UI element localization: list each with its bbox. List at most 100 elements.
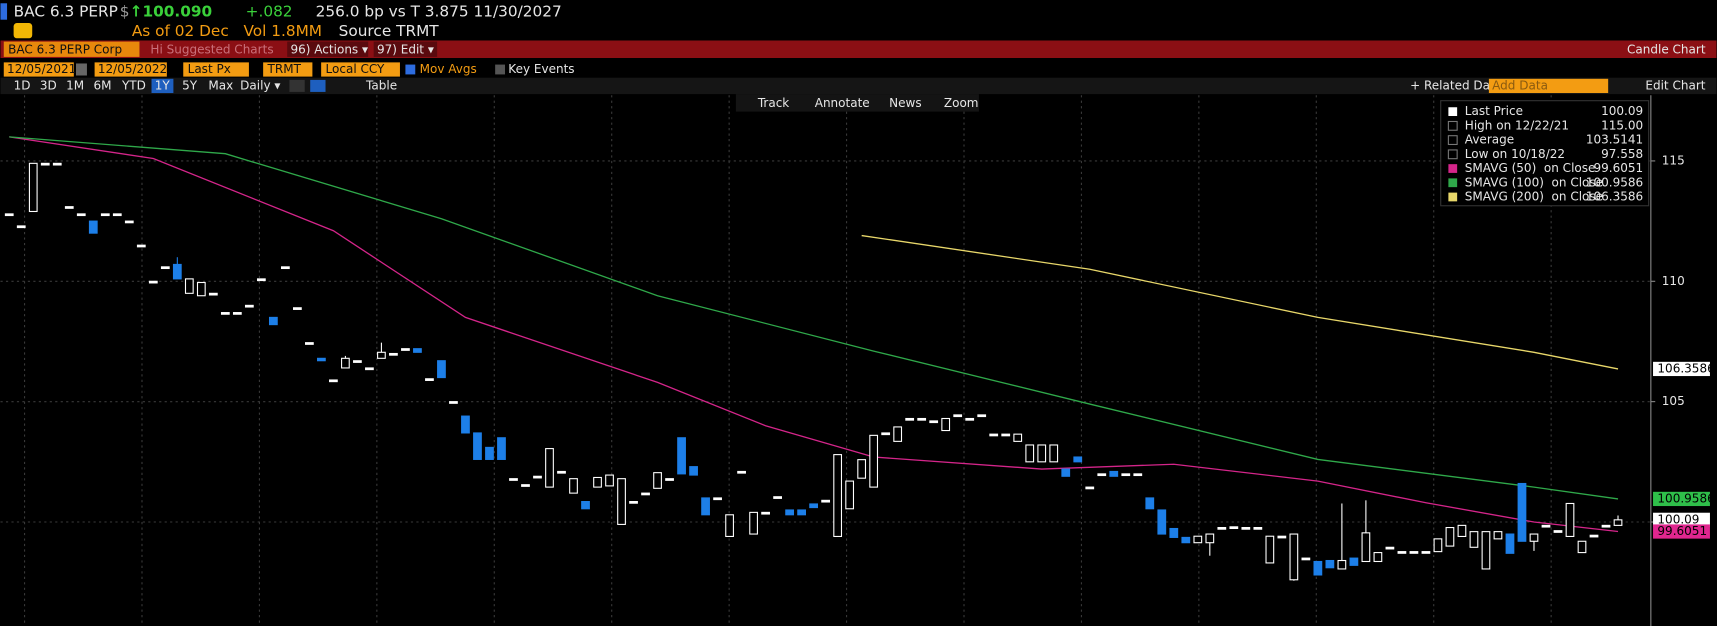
security-box[interactable] bbox=[3, 41, 140, 57]
tool-icon[interactable] bbox=[289, 79, 305, 92]
candle-body bbox=[1505, 533, 1515, 554]
change: +.082 bbox=[246, 3, 293, 21]
period[interactable]: 6M bbox=[94, 78, 112, 92]
start-date[interactable]: 12/05/2021 bbox=[7, 62, 76, 76]
legend-value: 106.3586 bbox=[1586, 189, 1643, 203]
legend-value: 115.00 bbox=[1601, 118, 1643, 132]
candle-body bbox=[701, 497, 710, 516]
chart-tool[interactable]: Track bbox=[757, 96, 789, 110]
field-box[interactable] bbox=[183, 62, 249, 77]
candle-body bbox=[497, 437, 506, 460]
candle-body bbox=[124, 220, 134, 224]
candle-body bbox=[1265, 535, 1275, 564]
candle-body bbox=[1109, 470, 1119, 477]
field-box[interactable] bbox=[263, 62, 313, 77]
candle-body bbox=[401, 348, 410, 351]
candle-body bbox=[1073, 456, 1083, 463]
icon[interactable] bbox=[13, 22, 33, 39]
candle-body bbox=[1385, 546, 1395, 550]
legend-label: Last Price bbox=[1465, 104, 1523, 118]
candle-body bbox=[1229, 526, 1239, 530]
candle-body bbox=[1097, 473, 1107, 477]
candle-body bbox=[485, 446, 494, 460]
currency-field[interactable]: Local CCY bbox=[326, 62, 386, 76]
candle-body bbox=[425, 378, 434, 381]
y-tick-label: 115 bbox=[1662, 153, 1685, 167]
legend-value: 99.6051 bbox=[1593, 161, 1643, 175]
candle-body bbox=[437, 360, 446, 379]
source-field[interactable]: TRMT bbox=[267, 62, 302, 76]
period[interactable]: 1Y bbox=[155, 78, 171, 92]
candle-body bbox=[1205, 533, 1215, 544]
field-box[interactable] bbox=[321, 62, 400, 77]
candle-body bbox=[533, 475, 542, 479]
legend-value: 100.9586 bbox=[1586, 175, 1643, 189]
candle-body bbox=[64, 206, 74, 209]
moving-average bbox=[861, 234, 1619, 370]
period[interactable]: 5Y bbox=[182, 78, 198, 92]
actions[interactable]: 96) Actions ▾ bbox=[291, 42, 369, 56]
legend-marker bbox=[1448, 192, 1458, 202]
field-box[interactable] bbox=[94, 62, 167, 77]
period[interactable]: YTD bbox=[121, 78, 146, 92]
candle-body bbox=[725, 514, 734, 537]
legend-marker bbox=[1447, 149, 1458, 160]
frequency[interactable]: Daily ▾ bbox=[240, 78, 280, 92]
edit-chart[interactable]: Edit Chart bbox=[1645, 78, 1705, 92]
candle-body bbox=[1553, 530, 1563, 533]
as-of: As of 02 Dec bbox=[132, 22, 229, 40]
tool-icon[interactable] bbox=[310, 79, 326, 92]
candle-body bbox=[773, 496, 782, 499]
period[interactable]: 1M bbox=[66, 78, 84, 92]
candle-body bbox=[1325, 559, 1335, 569]
candle-body bbox=[1577, 540, 1587, 554]
legend-marker bbox=[1448, 107, 1458, 117]
candle-body bbox=[1049, 444, 1059, 463]
candle-body bbox=[1001, 433, 1011, 437]
candle-body bbox=[1277, 535, 1287, 539]
chart-tool[interactable]: Zoom bbox=[944, 96, 979, 110]
candle-body bbox=[100, 213, 110, 217]
price-tag-label: 99.6051 bbox=[1657, 524, 1707, 538]
actions-box[interactable] bbox=[287, 41, 369, 57]
plot: 100105110115106.3586100.9586100.0999.605… bbox=[0, 95, 1715, 626]
edit[interactable]: 97) Edit ▾ bbox=[377, 42, 434, 56]
chart-tool[interactable]: News bbox=[889, 96, 921, 110]
candle-body bbox=[977, 414, 987, 418]
legend-value: 100.09 bbox=[1601, 104, 1643, 118]
candle-body bbox=[220, 312, 230, 315]
security[interactable]: BAC 6.3 PERP Corp bbox=[8, 42, 122, 56]
table[interactable]: Table bbox=[365, 78, 397, 92]
candle-body bbox=[569, 478, 578, 494]
related[interactable]: + Related Dat bbox=[1410, 78, 1495, 92]
period[interactable]: 1D bbox=[14, 78, 31, 92]
candle-body bbox=[112, 213, 122, 217]
volume: Vol 1.8MM bbox=[243, 22, 322, 40]
y-tick-label: 110 bbox=[1662, 274, 1685, 288]
legend-value: 103.5141 bbox=[1586, 133, 1643, 147]
candle-body bbox=[593, 476, 602, 488]
key-events[interactable]: Key Events bbox=[508, 62, 574, 76]
edit-box[interactable] bbox=[373, 41, 438, 57]
mov-avgs[interactable]: Mov Avgs bbox=[420, 62, 477, 76]
period[interactable]: 3D bbox=[40, 78, 57, 92]
period[interactable]: Max bbox=[208, 78, 233, 92]
ticker: BAC 6.3 PERP bbox=[14, 3, 118, 21]
candle-body bbox=[749, 511, 758, 535]
chart-tool[interactable]: Annotate bbox=[815, 96, 870, 110]
suggested[interactable]: Hi Suggested Charts bbox=[150, 42, 273, 56]
checkbox[interactable] bbox=[495, 64, 506, 75]
field[interactable]: Last Px bbox=[188, 62, 231, 76]
candle-body bbox=[1253, 526, 1263, 530]
input-box[interactable] bbox=[1488, 78, 1609, 94]
legend-marker bbox=[1447, 135, 1458, 146]
legend-label: High on 12/22/21 bbox=[1465, 118, 1569, 132]
candle-body bbox=[1349, 557, 1359, 566]
checkbox[interactable] bbox=[405, 64, 416, 75]
candle-body bbox=[317, 357, 326, 362]
calendar[interactable] bbox=[76, 63, 87, 76]
end-date[interactable]: 12/05/2022 bbox=[98, 62, 167, 76]
candle-body bbox=[1433, 538, 1443, 553]
field-box[interactable] bbox=[3, 62, 74, 77]
add-data[interactable]: Add Data bbox=[1492, 78, 1548, 92]
